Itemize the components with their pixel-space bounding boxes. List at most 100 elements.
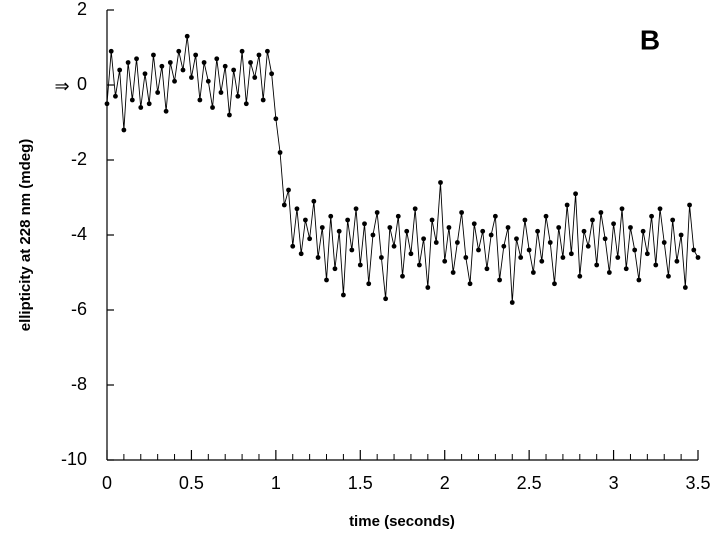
data-point bbox=[151, 52, 156, 58]
data-point bbox=[138, 105, 144, 110]
data-point bbox=[159, 63, 165, 69]
data-point bbox=[666, 273, 671, 279]
data-point bbox=[218, 90, 224, 95]
y-tick-label: -10 bbox=[61, 449, 87, 469]
data-point bbox=[167, 60, 173, 65]
x-tick-label: 1 bbox=[271, 473, 281, 493]
data-point bbox=[235, 93, 241, 99]
data-point bbox=[324, 277, 329, 283]
data-point bbox=[661, 240, 667, 245]
data-point bbox=[370, 232, 376, 238]
data-point bbox=[421, 236, 427, 242]
data-point bbox=[383, 296, 389, 302]
y-tick-label: -4 bbox=[71, 224, 87, 244]
data-point bbox=[281, 202, 287, 208]
data-point bbox=[328, 213, 334, 219]
data-point bbox=[674, 258, 680, 264]
data-point bbox=[640, 228, 646, 234]
x-tick-label: 2 bbox=[440, 473, 450, 493]
data-point bbox=[623, 266, 629, 272]
data-point bbox=[501, 243, 507, 249]
data-point bbox=[227, 112, 232, 118]
data-point bbox=[467, 281, 473, 287]
x-tick-label: 2.5 bbox=[517, 473, 542, 493]
data-point bbox=[581, 228, 587, 234]
data-point bbox=[117, 67, 123, 73]
data-point bbox=[298, 251, 304, 257]
data-point bbox=[438, 180, 443, 185]
data-point bbox=[294, 206, 300, 212]
data-point bbox=[362, 221, 367, 227]
data-point bbox=[636, 277, 642, 283]
data-point bbox=[108, 48, 114, 54]
y-tick-label: -6 bbox=[71, 299, 87, 319]
data-point bbox=[366, 281, 372, 287]
data-point bbox=[560, 255, 566, 260]
data-point bbox=[682, 285, 688, 290]
data-point bbox=[484, 266, 490, 272]
data-point bbox=[446, 225, 452, 230]
x-axis-label: time (seconds) bbox=[349, 513, 455, 530]
data-point bbox=[691, 247, 697, 253]
x-tick-label: 0.5 bbox=[179, 473, 204, 493]
data-point bbox=[564, 202, 570, 208]
data-point bbox=[590, 217, 595, 223]
data-point bbox=[602, 236, 608, 242]
data-point bbox=[615, 255, 621, 260]
data-point bbox=[332, 266, 338, 272]
data-point bbox=[189, 75, 194, 80]
data-point bbox=[231, 67, 237, 73]
data-point bbox=[311, 198, 317, 204]
data-point bbox=[556, 225, 562, 230]
data-point bbox=[290, 243, 296, 249]
x-tick-label: 3.5 bbox=[685, 473, 710, 493]
data-point bbox=[193, 52, 199, 58]
data-point bbox=[480, 228, 486, 234]
data-point bbox=[552, 281, 557, 287]
data-point bbox=[248, 60, 253, 65]
data-point bbox=[463, 255, 469, 260]
data-point bbox=[142, 71, 148, 77]
data-point bbox=[273, 116, 279, 122]
data-point bbox=[349, 247, 355, 253]
data-point bbox=[222, 63, 228, 69]
data-point bbox=[256, 52, 262, 58]
data-point bbox=[488, 232, 494, 238]
data-point bbox=[286, 187, 291, 193]
data-point bbox=[492, 213, 498, 219]
data-point bbox=[113, 93, 118, 99]
data-point bbox=[611, 221, 616, 227]
y-tick-label: -8 bbox=[71, 374, 87, 394]
data-point bbox=[530, 270, 536, 275]
data-point bbox=[387, 225, 393, 230]
data-point bbox=[197, 97, 203, 103]
data-point bbox=[184, 33, 190, 39]
data-point bbox=[471, 221, 477, 227]
data-point bbox=[568, 251, 574, 257]
data-point bbox=[687, 202, 692, 208]
data-point bbox=[628, 225, 633, 230]
data-point bbox=[653, 262, 659, 268]
data-point bbox=[176, 48, 182, 54]
data-point bbox=[269, 71, 275, 77]
data-point bbox=[408, 251, 414, 257]
data-point bbox=[163, 108, 169, 114]
data-point bbox=[265, 48, 270, 54]
data-point bbox=[210, 105, 215, 110]
data-point bbox=[378, 255, 384, 260]
data-point bbox=[319, 225, 325, 230]
data-point bbox=[201, 60, 207, 65]
data-point bbox=[341, 292, 346, 298]
x-tick-label: 1.5 bbox=[348, 473, 373, 493]
data-point bbox=[514, 236, 519, 242]
data-point bbox=[134, 56, 139, 62]
data-point bbox=[543, 213, 549, 219]
y-tick-label: -2 bbox=[71, 149, 87, 169]
data-point bbox=[573, 191, 578, 197]
data-point bbox=[172, 78, 177, 84]
data-point bbox=[416, 262, 422, 268]
data-point bbox=[180, 67, 186, 73]
data-point bbox=[585, 243, 591, 249]
data-point bbox=[400, 273, 405, 279]
